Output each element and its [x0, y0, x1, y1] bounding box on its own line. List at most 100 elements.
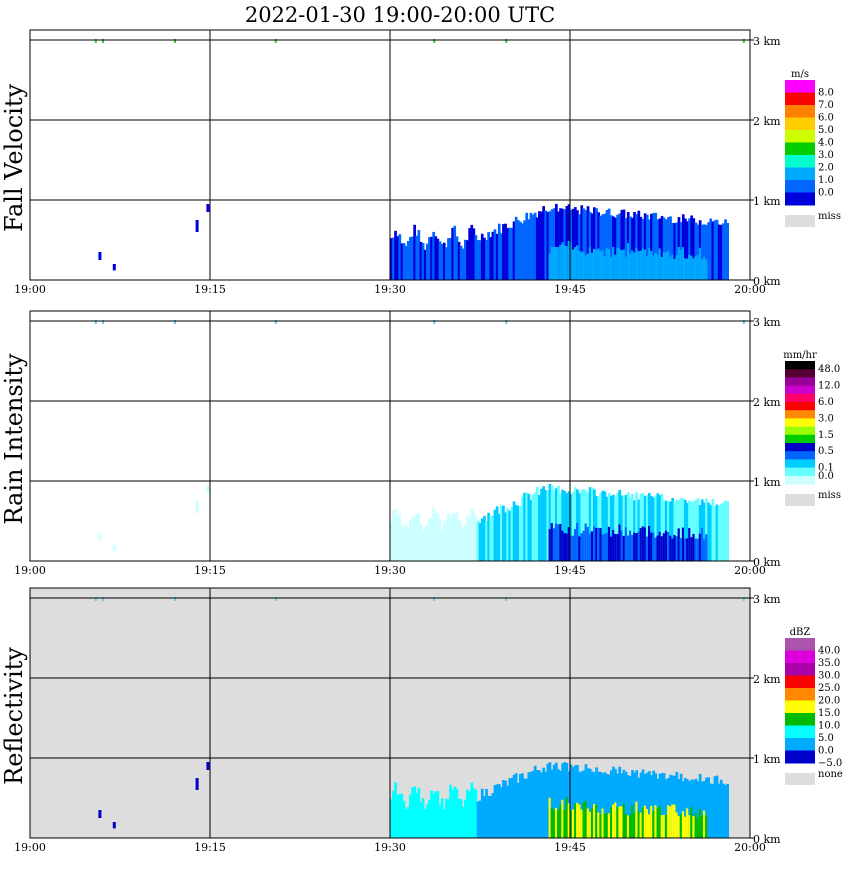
echo-column	[464, 239, 467, 280]
echo-column	[724, 219, 727, 280]
echo-core	[582, 802, 586, 838]
echo-core	[597, 812, 600, 838]
echo-column	[709, 505, 713, 561]
echo-column	[548, 211, 552, 280]
echo-column	[707, 502, 710, 561]
echo-core	[586, 808, 590, 838]
echo-column	[521, 223, 524, 280]
echo-column	[673, 501, 677, 561]
echo-core	[677, 247, 681, 280]
echo-column	[497, 784, 501, 838]
echo-core	[656, 535, 660, 561]
echo-core	[595, 528, 598, 561]
echo-column	[565, 493, 569, 561]
echo-column	[726, 501, 729, 561]
echo-column	[601, 490, 605, 561]
echo-core	[677, 528, 681, 561]
echo-core	[616, 247, 619, 280]
echo-column	[453, 225, 457, 280]
echo-column	[390, 799, 393, 838]
echo-core	[690, 806, 693, 838]
legend-label: −5.0	[818, 758, 842, 769]
echo-column	[726, 223, 729, 280]
height-tick-label: 2 km	[753, 396, 781, 409]
echo-column	[713, 776, 717, 838]
echo-core	[664, 814, 668, 838]
echo-column	[616, 773, 619, 838]
echo-column	[595, 208, 598, 280]
echo-core	[648, 247, 651, 280]
echo-core	[673, 258, 677, 280]
echo-column	[614, 217, 617, 280]
echo-column	[588, 211, 592, 280]
echo-core	[669, 256, 672, 280]
isolated-echo	[195, 501, 199, 513]
height-tick-label: 3 km	[753, 35, 781, 48]
echo-core	[654, 537, 658, 561]
time-tick-label: 19:45	[554, 841, 586, 854]
legend-swatch	[785, 418, 815, 428]
echo-column	[417, 230, 421, 280]
legend-swatch	[785, 688, 815, 701]
echo-column	[533, 492, 537, 561]
echo-core	[550, 523, 554, 561]
echo-core	[648, 814, 651, 838]
echo-column	[673, 223, 677, 280]
echo-column	[527, 772, 531, 838]
legend-unit: m/s	[791, 69, 809, 80]
echo-column	[590, 213, 594, 280]
echo-column	[426, 524, 429, 561]
echo-core	[588, 533, 592, 561]
echo-column	[510, 227, 514, 280]
echo-column	[519, 505, 522, 561]
echo-core	[586, 527, 590, 561]
echo-column	[421, 531, 425, 561]
echo-column	[652, 212, 655, 280]
legend-swatch	[785, 443, 815, 452]
echo-column	[660, 773, 664, 838]
echo-column	[516, 505, 520, 561]
echo-column	[523, 492, 526, 561]
echo-column	[557, 485, 560, 561]
echo-column	[535, 217, 539, 280]
echo-column	[423, 809, 427, 838]
echo-column	[398, 234, 402, 280]
echo-column	[688, 218, 691, 280]
echo-column	[523, 220, 526, 280]
echo-column	[559, 770, 562, 838]
time-tick-label: 19:30	[374, 564, 406, 577]
echo-core	[569, 241, 573, 280]
top-speck	[505, 597, 508, 601]
echo-column	[726, 783, 729, 838]
echo-column	[409, 520, 412, 561]
echo-column	[557, 769, 560, 838]
isolated-echo	[98, 533, 102, 541]
echo-column	[529, 499, 533, 561]
echo-column	[430, 519, 433, 561]
echo-column	[696, 498, 700, 561]
echo-column	[645, 214, 649, 280]
echo-column	[445, 520, 448, 561]
echo-column	[461, 248, 465, 280]
echo-column	[404, 809, 408, 838]
echo-core	[656, 807, 660, 838]
echo-column	[392, 510, 395, 561]
echo-core	[610, 257, 613, 280]
panel-frame	[29, 29, 751, 281]
echo-column	[633, 772, 636, 838]
echo-core	[599, 251, 603, 280]
top-speck	[174, 320, 176, 324]
echo-column	[667, 501, 670, 561]
height-tick-label: 2 km	[753, 673, 781, 686]
legend-swatch	[785, 663, 815, 676]
echo-core	[603, 256, 607, 280]
echo-column	[607, 208, 611, 280]
echo-column	[434, 791, 438, 838]
echo-core	[688, 815, 691, 838]
echo-column	[571, 491, 575, 561]
top-speck	[433, 597, 436, 601]
echo-column	[542, 206, 545, 280]
echo-column	[413, 786, 416, 838]
echo-column	[430, 236, 433, 280]
echo-core	[593, 526, 596, 561]
